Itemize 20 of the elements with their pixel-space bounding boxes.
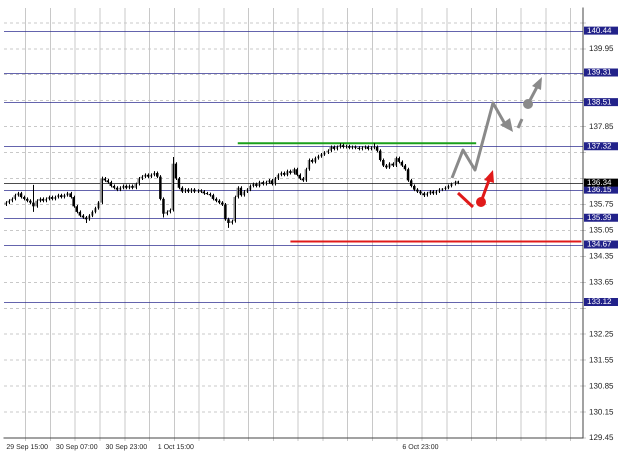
y-tick-label: 132.25 bbox=[589, 329, 614, 338]
ref-line-label: 134.67 bbox=[587, 240, 612, 249]
ref-line-label: 138.51 bbox=[587, 97, 612, 106]
ref-line-label: 135.39 bbox=[587, 213, 612, 222]
ref-line-label: 136.34 bbox=[587, 178, 612, 187]
y-tick-label: 137.85 bbox=[589, 122, 614, 131]
y-tick-label: 129.45 bbox=[589, 433, 614, 442]
ref-line-label: 137.32 bbox=[587, 141, 612, 150]
y-tick-label: 135.75 bbox=[589, 200, 614, 209]
y-tick-label: 130.15 bbox=[589, 407, 614, 416]
ref-line-label: 140.44 bbox=[587, 26, 612, 35]
y-tick-label: 135.05 bbox=[589, 226, 614, 235]
y-tick-label: 134.35 bbox=[589, 252, 614, 261]
y-tick-label: 139.95 bbox=[589, 44, 614, 53]
y-tick-label: 133.65 bbox=[589, 278, 614, 287]
y-tick-label: 131.55 bbox=[589, 355, 614, 364]
ref-line-label: 133.12 bbox=[587, 297, 612, 306]
ref-line-label: 139.31 bbox=[587, 68, 612, 77]
ref-line-label: 136.15 bbox=[587, 184, 612, 194]
y-tick-label: 130.85 bbox=[589, 381, 614, 390]
